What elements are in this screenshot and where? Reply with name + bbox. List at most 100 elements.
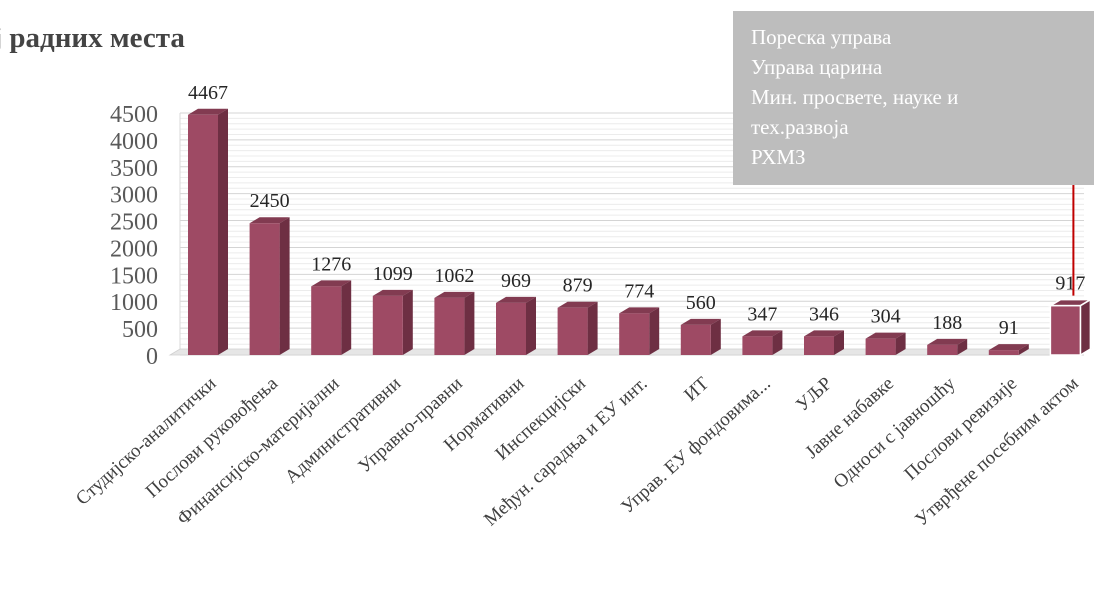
data-label: 188 [932,312,962,334]
bar-top-face [619,307,660,314]
bar-side-face [402,289,413,355]
bar [865,332,906,355]
bar-front-face [188,114,218,356]
data-label: 346 [809,303,839,325]
bar [496,296,536,355]
data-labels: 4467 2450 1276 1099 1062 969 879 774 560 347 346 30… [188,82,1085,339]
bar-top-face [311,280,352,287]
bar-front-face [557,307,588,355]
bar [619,307,660,355]
bar [680,318,721,355]
bar-front-face [1049,304,1082,356]
x-tick-label: УЉР [792,373,836,416]
bar [1047,298,1094,357]
bar-side-face [587,301,598,355]
bar [372,289,413,355]
bar [927,338,968,355]
bar-front-face [742,336,773,355]
bar-top-face [496,296,536,303]
bar [804,330,844,355]
bar-front-face [804,336,834,355]
bar-front-face [865,338,896,355]
bar-front-face [311,286,342,355]
bar-front-face [680,324,711,355]
bar-front-face [619,313,650,355]
x-tick-label: Административни [281,373,405,488]
y-tick-label: 0 [146,344,158,370]
bar [988,344,1029,355]
data-label: 347 [747,303,777,325]
annotation-line: Мин. просвете, науке и [751,85,959,109]
bar-side-face [834,330,844,355]
bars [188,108,1094,357]
bar-side-face [649,307,660,355]
annotation-line: Управа царина [751,55,883,79]
y-tick-label: 4000 [110,129,158,155]
bar-top-face [927,338,968,345]
bar-side-face [218,108,228,356]
bar-top-face [188,108,228,115]
bar [557,301,598,355]
bar [434,291,475,355]
y-tick-label: 3000 [110,183,158,209]
data-label: 2450 [250,190,290,212]
bar-front-face [434,297,465,355]
bar [188,108,228,356]
x-tick-label: Управно-правни [354,373,466,477]
bar-front-face [249,223,280,355]
data-label: 774 [624,280,654,302]
data-label: 560 [686,292,716,314]
chart-title: ој радних места [0,22,185,54]
annotation-line: Пореска управа [751,25,892,49]
y-tick-label: 2000 [110,236,158,262]
bar [311,280,352,355]
bar-top-face [434,291,475,298]
bar-side-face [526,296,536,355]
data-label: 304 [871,306,901,328]
y-tick-label: 3500 [110,156,158,182]
y-tick-label: 1000 [110,290,158,316]
annotation-line: тех.развоја [751,115,849,139]
bar-front-face [927,344,958,355]
data-label: 1276 [311,253,351,275]
bar-front-face [496,302,526,355]
data-label: 917 [1055,273,1085,295]
bar-side-face [341,280,352,355]
x-tick-label: Послови ревизије [900,373,1021,485]
bar [249,217,290,355]
bar-top-face [865,332,906,339]
annotation-box: Пореска управа Управа царина Мин. просве… [733,11,1094,185]
data-label: 4467 [188,82,228,104]
y-tick-label: 1500 [110,263,158,289]
annotation-line: РХМЗ [751,145,806,169]
bar-front-face [988,350,1019,355]
bar-side-face [957,338,968,355]
data-label: 1099 [373,263,413,285]
x-tick-label: ИТ [680,373,713,406]
bar-side-face [772,330,783,355]
bar-top-face [557,301,598,308]
bar-top-face [680,318,721,325]
bar [742,330,783,355]
bar-side-face [710,318,721,355]
bar-top-face [372,289,413,296]
bar-top-face [804,330,844,337]
y-tick-label: 500 [122,317,158,343]
data-label: 1062 [434,265,474,287]
bar-top-face [742,330,783,337]
bar-top-face [988,344,1029,351]
data-label: 969 [501,270,531,292]
bar-side-face [1079,298,1092,357]
bar-side-face [1018,344,1029,355]
bar-top-face [249,217,290,224]
data-label: 91 [999,317,1019,339]
y-tick-label: 2500 [110,210,158,236]
y-tick-label: 4500 [110,102,158,128]
bar-side-face [464,291,475,355]
bar-side-face [279,217,290,355]
bar-front-face [372,295,403,355]
data-label: 879 [563,275,593,297]
